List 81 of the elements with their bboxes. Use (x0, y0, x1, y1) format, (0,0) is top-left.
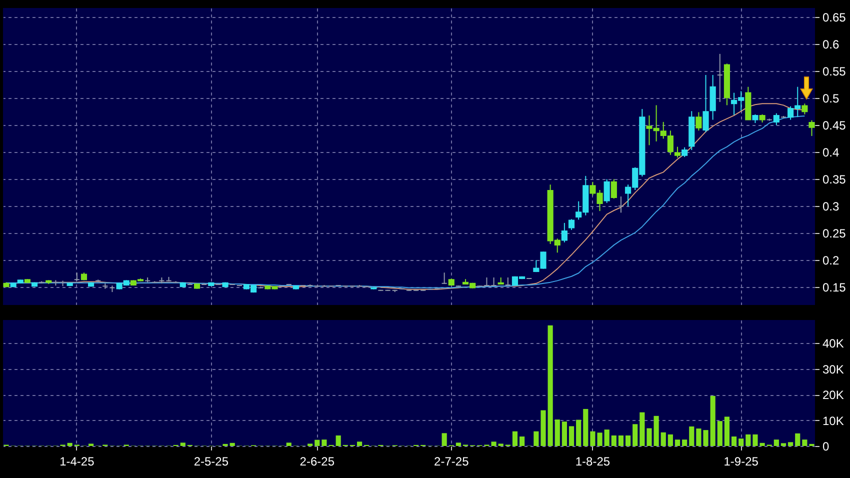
y-tick-label: 10K (822, 414, 844, 428)
bar (795, 433, 800, 446)
y-tick-label: 0.15 (822, 280, 846, 295)
bar (788, 442, 794, 446)
candlestick (702, 74, 709, 133)
candlestick (802, 103, 808, 115)
candlestick (773, 112, 780, 126)
y-tick-label: 30K (822, 362, 844, 376)
bar (774, 440, 779, 446)
y-tick-label: 0.3 (822, 200, 840, 214)
bar (674, 440, 680, 446)
bar (314, 440, 320, 446)
bar (660, 432, 666, 446)
candlestick (682, 146, 688, 158)
bar (618, 435, 624, 446)
bar (724, 416, 730, 446)
bar (710, 396, 716, 446)
bar (802, 440, 808, 446)
bar (640, 412, 645, 446)
x-tick-label: 1-4-25 (60, 454, 95, 468)
bar (230, 442, 235, 446)
y-tick-label: 0.25 (822, 226, 846, 241)
bar (696, 428, 702, 446)
bar (512, 431, 518, 446)
bar (625, 435, 631, 446)
bar (554, 420, 560, 446)
bar (562, 422, 567, 446)
bar (689, 426, 694, 446)
x-tick-label: 1-9-25 (724, 454, 759, 468)
candlestick (710, 74, 716, 120)
bar (520, 436, 525, 446)
bar (632, 424, 638, 446)
bar (654, 416, 659, 446)
bar (780, 443, 786, 446)
candlestick (604, 178, 610, 204)
bar (336, 435, 341, 446)
bar (286, 442, 292, 446)
candlestick (610, 178, 617, 200)
bar (682, 440, 688, 446)
bar (646, 428, 652, 446)
y-tick-label: 0.4 (822, 146, 840, 160)
x-tick-label: 2-6-25 (300, 454, 335, 468)
candlestick (716, 53, 723, 102)
x-tick-label: 2-5-25 (194, 454, 229, 468)
candlestick (561, 222, 568, 243)
bar (731, 436, 737, 446)
x-tick-label: 1-8-25 (575, 454, 610, 468)
y-tick-label: 0.2 (822, 254, 840, 268)
bar (180, 442, 186, 446)
bar (583, 408, 588, 446)
bar (67, 442, 72, 446)
bar (703, 430, 708, 446)
bar (668, 434, 673, 446)
bar (548, 325, 553, 446)
bar (604, 430, 610, 446)
bar (534, 431, 539, 446)
x-tick-label: 2-7-25 (434, 454, 470, 468)
y-tick-label: 0.55 (822, 64, 846, 79)
y-tick-label: 0 (822, 440, 830, 454)
bar (746, 434, 751, 446)
bar (738, 438, 744, 446)
candlestick (618, 196, 624, 214)
bar (576, 420, 582, 446)
candlestick (696, 112, 702, 132)
y-tick-label: 0.6 (822, 38, 840, 52)
bar (540, 410, 546, 446)
y-tick-label: 20K (822, 388, 844, 402)
candlestick (674, 146, 681, 158)
candlestick (441, 272, 448, 284)
bar (611, 435, 616, 446)
bar (717, 421, 722, 446)
y-tick-label: 0.5 (822, 92, 840, 106)
y-tick-label: 0.35 (822, 172, 846, 187)
bar (456, 442, 462, 446)
y-tick-label: 0.65 (822, 10, 846, 25)
y-tick-label: 0.45 (822, 118, 846, 133)
bar (442, 433, 447, 446)
bar (356, 442, 362, 446)
y-tick-label: 40K (822, 336, 844, 351)
bar (568, 426, 574, 446)
candlestick (568, 218, 575, 230)
